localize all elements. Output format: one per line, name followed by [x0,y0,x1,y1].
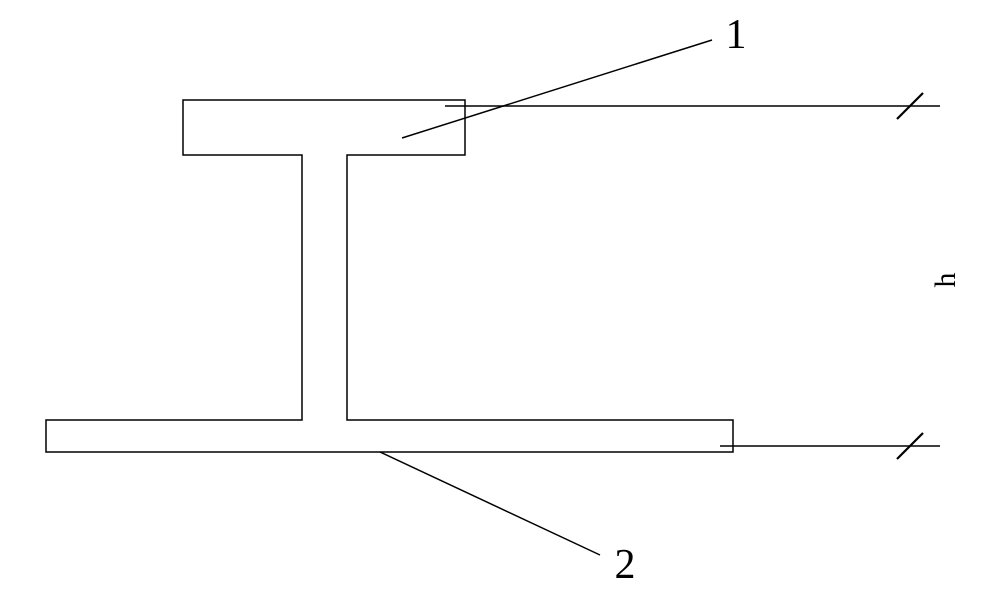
i-beam-profile [46,100,733,452]
callout-label-1: 1 [726,12,747,58]
technical-diagram: h 1 2 [0,0,1000,606]
callout-line-2 [380,452,600,555]
callout-line-1 [402,40,712,138]
dimension-label: h [929,273,962,288]
callout-label-2: 2 [615,542,636,588]
